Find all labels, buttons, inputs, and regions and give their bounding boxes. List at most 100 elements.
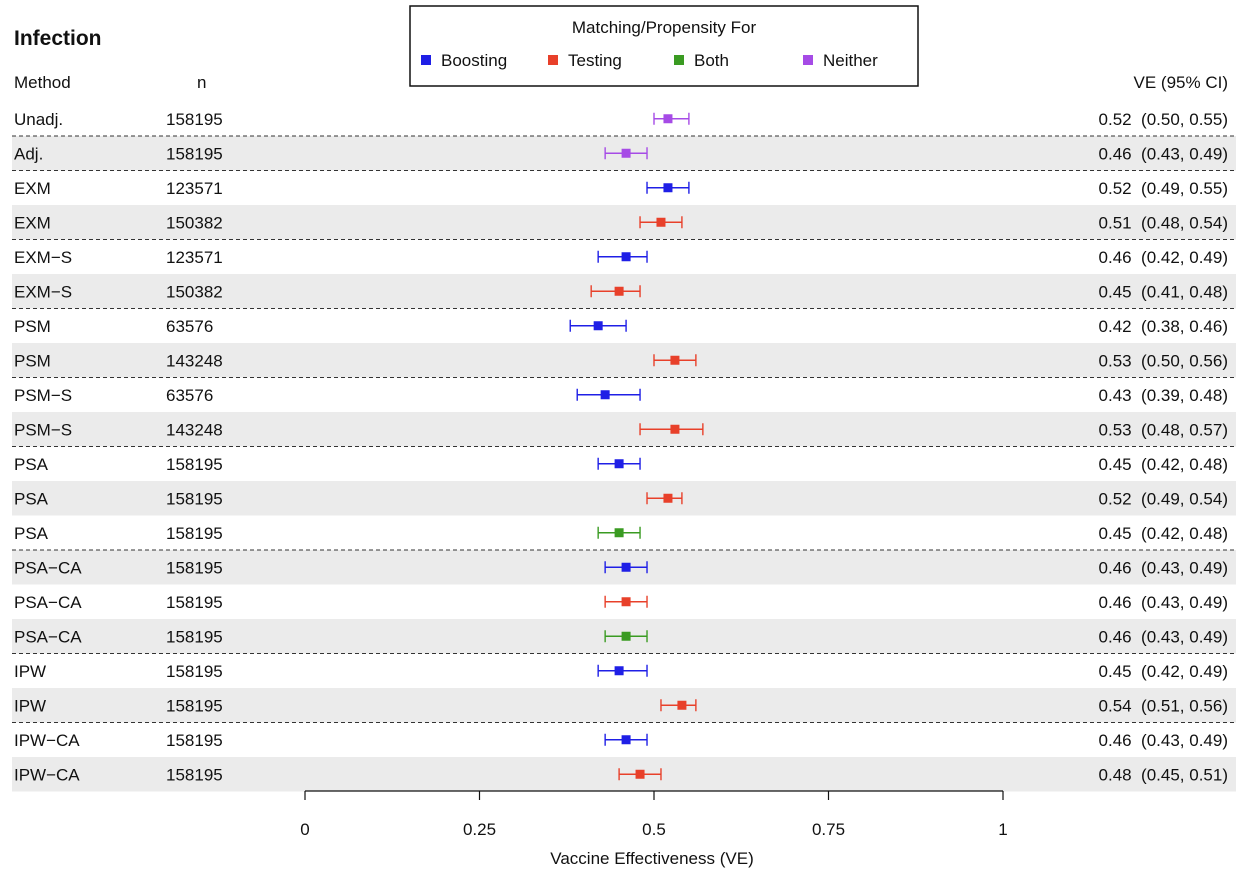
point-estimate — [621, 148, 631, 158]
row-n: 158195 — [166, 524, 223, 543]
table-row: EXM 150382 0.51 (0.48, 0.54) — [14, 213, 1228, 232]
row-n: 143248 — [166, 351, 223, 370]
row-ve-ci: 0.46 (0.43, 0.49) — [1099, 593, 1228, 612]
table-row: PSA−CA 158195 0.46 (0.43, 0.49) — [14, 593, 1228, 612]
x-tick-label: 0.75 — [812, 820, 845, 839]
point-estimate — [621, 562, 631, 572]
x-tick-label: 0.5 — [642, 820, 666, 839]
x-tick-label: 1 — [998, 820, 1007, 839]
row-method: IPW−CA — [14, 731, 80, 750]
point-estimate — [614, 528, 624, 538]
legend-label-testing: Testing — [568, 51, 622, 70]
row-n: 158195 — [166, 593, 223, 612]
point-estimate — [635, 769, 645, 779]
point-estimate — [600, 390, 610, 400]
table-row: PSA 158195 0.45 (0.42, 0.48) — [14, 455, 1228, 474]
row-method: PSA−CA — [14, 558, 82, 577]
point-estimate — [670, 424, 680, 434]
row-n: 158195 — [166, 765, 223, 784]
row-method: IPW — [14, 662, 46, 681]
legend-swatch-boosting — [421, 55, 431, 65]
row-n: 158195 — [166, 627, 223, 646]
row-ve-ci: 0.54 (0.51, 0.56) — [1099, 696, 1228, 715]
row-method: PSA — [14, 455, 49, 474]
x-tick-label: 0 — [300, 820, 309, 839]
row-shade — [12, 205, 1236, 240]
table-row: PSM 63576 0.42 (0.38, 0.46) — [14, 317, 1228, 336]
row-n: 158195 — [166, 144, 223, 163]
row-n: 143248 — [166, 420, 223, 439]
point-estimate — [663, 114, 673, 124]
row-n: 123571 — [166, 179, 223, 198]
row-n: 158195 — [166, 662, 223, 681]
row-n: 158195 — [166, 110, 223, 129]
row-method: PSM−S — [14, 386, 72, 405]
row-n: 158195 — [166, 731, 223, 750]
row-method: PSA−CA — [14, 627, 82, 646]
legend-swatch-testing — [548, 55, 558, 65]
column-header-method: Method — [14, 73, 71, 92]
row-n: 158195 — [166, 696, 223, 715]
row-ve-ci: 0.53 (0.48, 0.57) — [1099, 420, 1228, 439]
row-ve-ci: 0.53 (0.50, 0.56) — [1099, 351, 1228, 370]
row-ve-ci: 0.51 (0.48, 0.54) — [1099, 213, 1228, 232]
point-estimate — [614, 459, 624, 469]
legend-box — [409, 5, 919, 87]
legend-label-neither: Neither — [823, 51, 878, 70]
row-method: IPW — [14, 696, 46, 715]
point-estimate — [621, 631, 631, 641]
table-row: Unadj. 158195 0.52 (0.50, 0.55) — [14, 110, 1228, 129]
table-row: PSA−CA 158195 0.46 (0.43, 0.49) — [14, 627, 1228, 646]
table-row: PSM−S 63576 0.43 (0.39, 0.48) — [14, 386, 1228, 405]
row-n: 158195 — [166, 489, 223, 508]
row-ve-ci: 0.43 (0.39, 0.48) — [1099, 386, 1228, 405]
rows-layer: Unadj. 158195 0.52 (0.50, 0.55) Adj. 158195 0… — [14, 110, 1228, 785]
row-shade — [12, 481, 1236, 516]
point-estimate — [614, 666, 624, 676]
point-estimate — [656, 217, 666, 227]
row-method: PSM — [14, 317, 51, 336]
row-ve-ci: 0.46 (0.43, 0.49) — [1099, 627, 1228, 646]
legend-items: Boosting Testing Both Neither — [421, 51, 878, 70]
x-axis-label: Vaccine Effectiveness (VE) — [550, 849, 753, 868]
row-shade — [12, 343, 1236, 378]
row-method: PSA — [14, 524, 49, 543]
point-estimate — [663, 493, 673, 503]
table-row: IPW−CA 158195 0.48 (0.45, 0.51) — [14, 765, 1228, 784]
legend: Matching/Propensity For Boosting Testing B… — [409, 5, 919, 87]
row-n: 158195 — [166, 455, 223, 474]
point-estimate — [670, 355, 680, 365]
point-estimate — [677, 700, 687, 710]
row-method: IPW−CA — [14, 765, 80, 784]
column-header-n: n — [197, 73, 206, 92]
row-ve-ci: 0.45 (0.42, 0.49) — [1099, 662, 1228, 681]
x-axis: 0 0.25 0.5 0.75 1 — [300, 790, 1008, 839]
table-row: PSM−S 143248 0.53 (0.48, 0.57) — [14, 420, 1228, 439]
row-method: PSA−CA — [14, 593, 82, 612]
row-ve-ci: 0.48 (0.45, 0.51) — [1099, 765, 1228, 784]
row-ve-ci: 0.45 (0.42, 0.48) — [1099, 455, 1228, 474]
row-shade — [12, 688, 1236, 723]
legend-title: Matching/Propensity For — [572, 18, 757, 37]
table-row: PSM 143248 0.53 (0.50, 0.56) — [14, 351, 1228, 370]
table-row: EXM 123571 0.52 (0.49, 0.55) — [14, 179, 1228, 198]
table-row: IPW 158195 0.45 (0.42, 0.49) — [14, 662, 1228, 681]
point-estimate — [621, 597, 631, 607]
row-n: 150382 — [166, 213, 223, 232]
legend-swatch-both — [674, 55, 684, 65]
point-estimate — [663, 183, 673, 193]
row-ve-ci: 0.46 (0.42, 0.49) — [1099, 248, 1228, 267]
x-tick-label: 0.25 — [463, 820, 496, 839]
row-method: Adj. — [14, 144, 43, 163]
row-ve-ci: 0.46 (0.43, 0.49) — [1099, 558, 1228, 577]
table-row: IPW−CA 158195 0.46 (0.43, 0.49) — [14, 731, 1228, 750]
row-ve-ci: 0.46 (0.43, 0.49) — [1099, 731, 1228, 750]
row-n: 63576 — [166, 386, 213, 405]
row-n: 63576 — [166, 317, 213, 336]
row-method: EXM−S — [14, 282, 72, 301]
row-ve-ci: 0.45 (0.42, 0.48) — [1099, 524, 1228, 543]
legend-swatch-neither — [803, 55, 813, 65]
legend-label-both: Both — [694, 51, 729, 70]
table-row: EXM−S 123571 0.46 (0.42, 0.49) — [14, 248, 1228, 267]
